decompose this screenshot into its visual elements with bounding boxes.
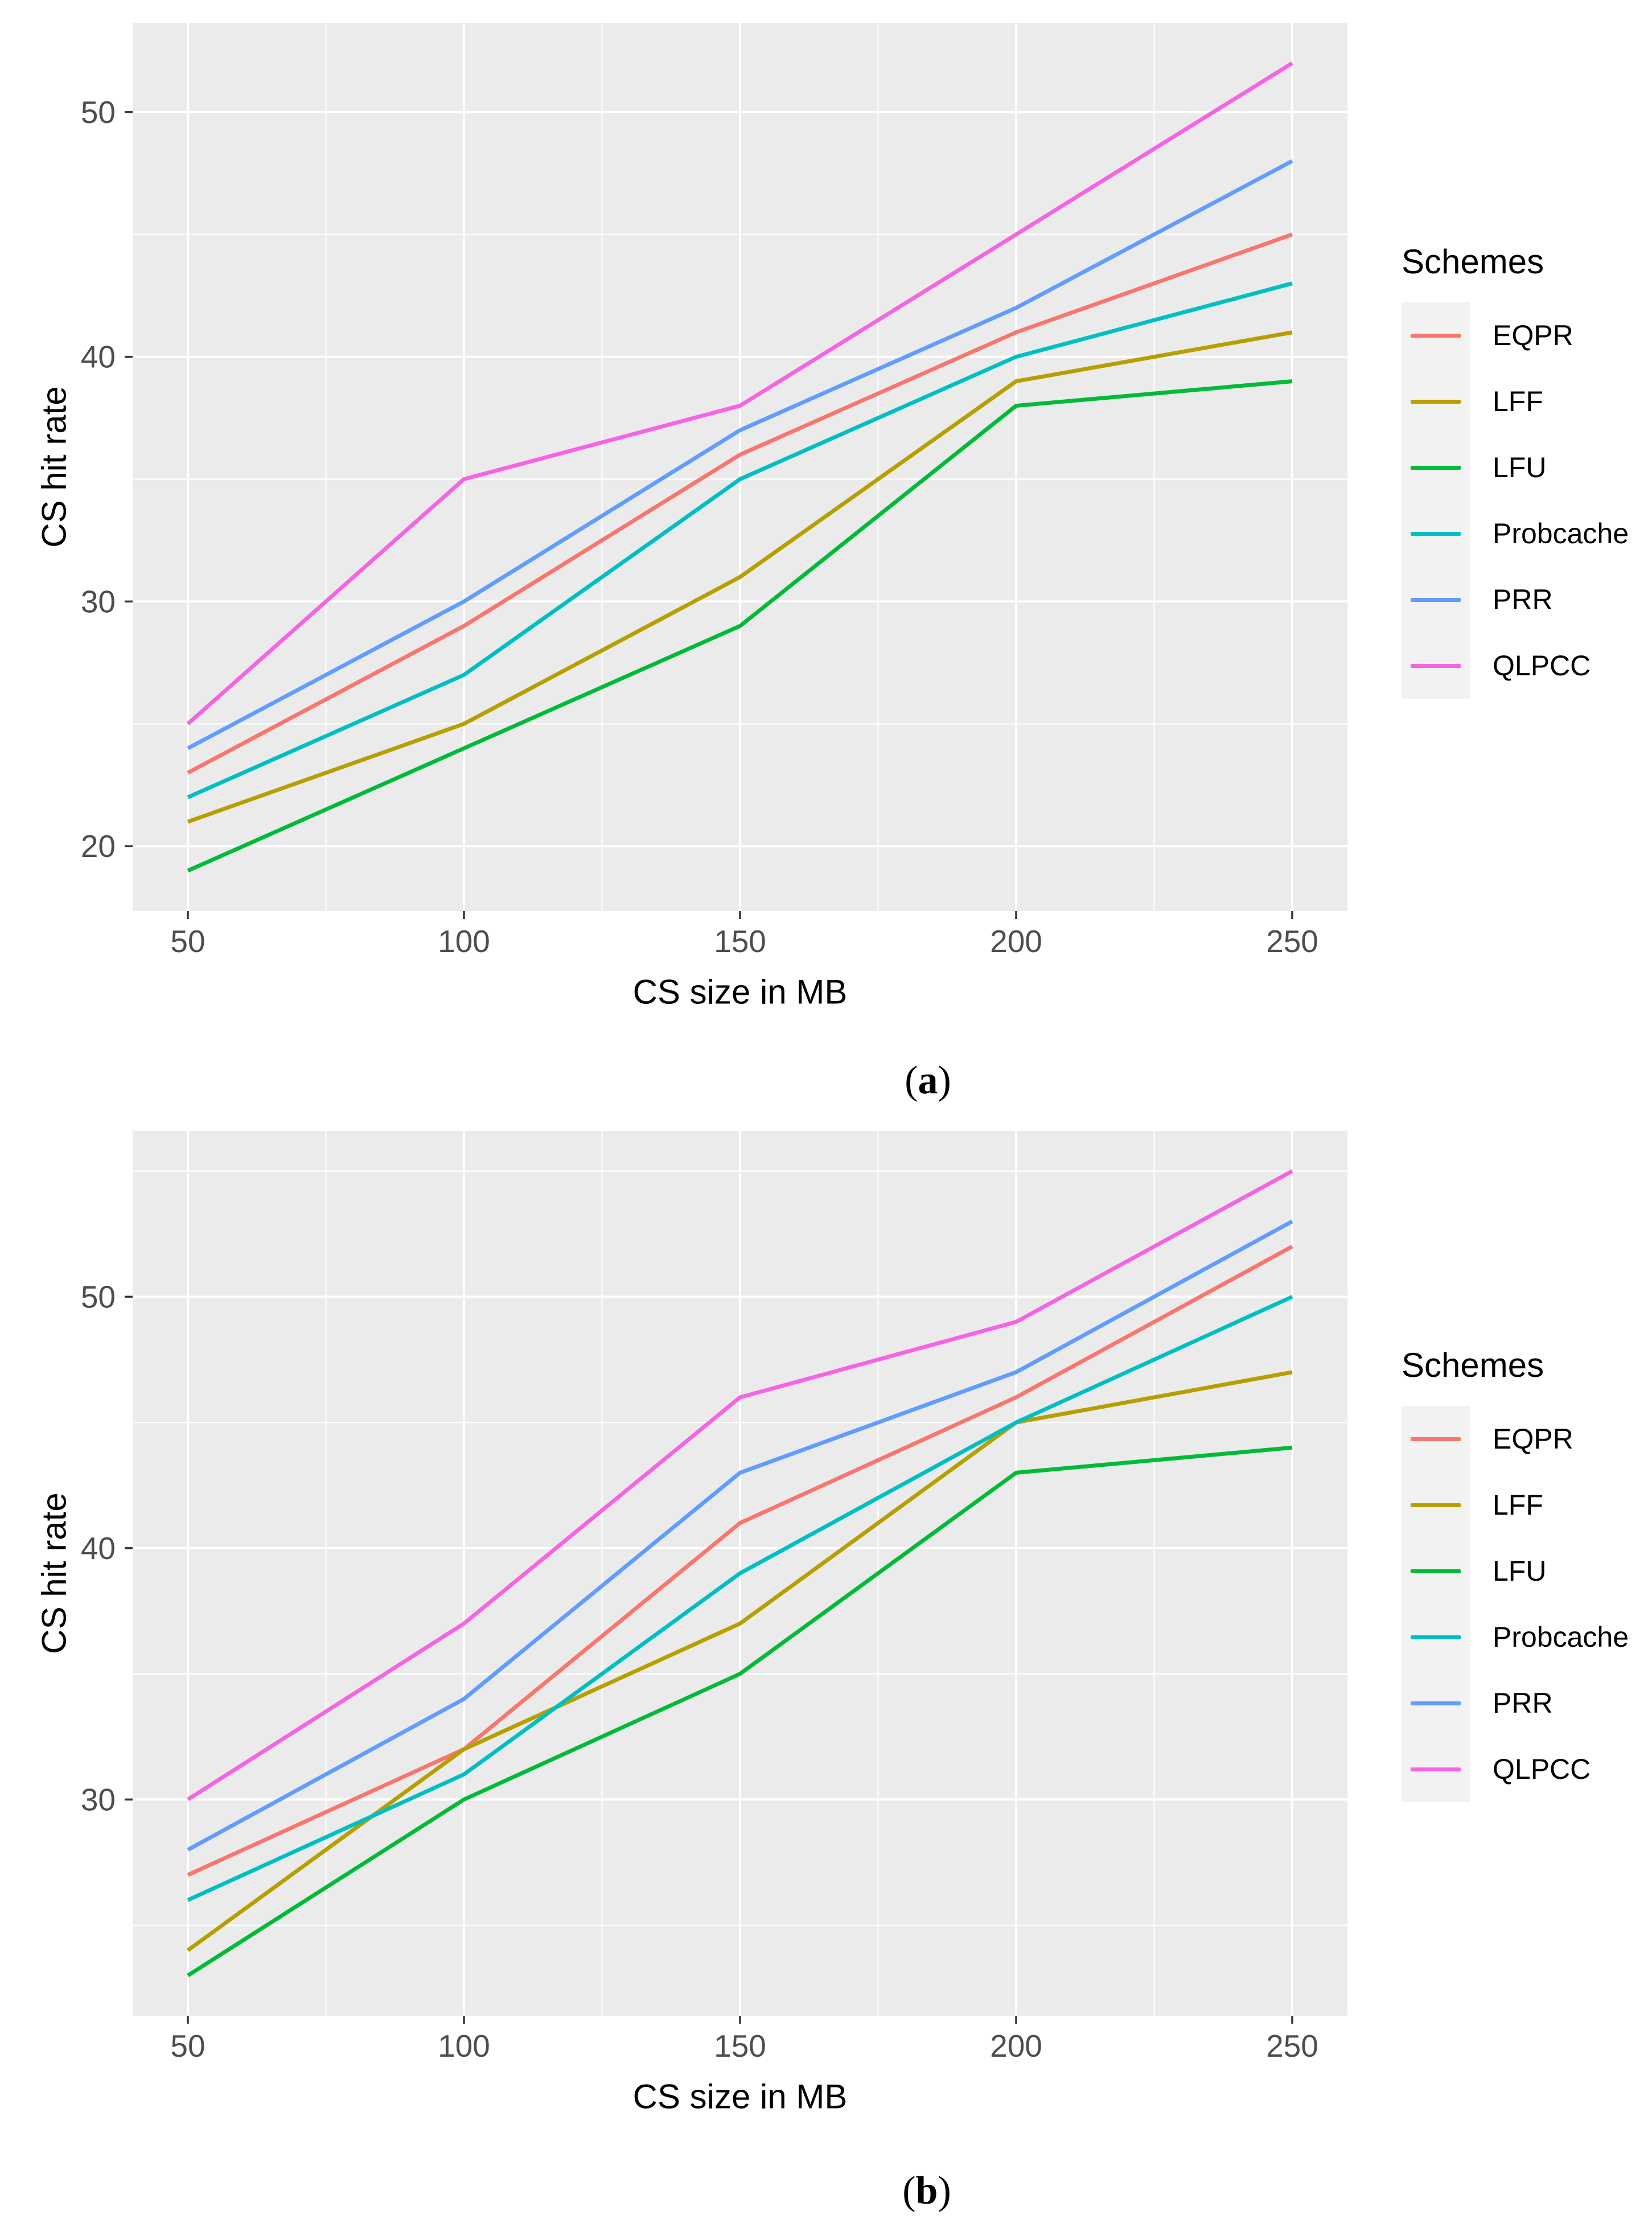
legend-b: Schemes EQPR LFF LFU Probcache PRR QLPCC: [1402, 1346, 1652, 1818]
legend-swatch-LFF: [1411, 1503, 1461, 1507]
legend-label-Probcache: Probcache: [1493, 518, 1629, 549]
caption-a-letter: a: [918, 1059, 938, 1102]
y-tick-label: 20: [81, 828, 116, 864]
caption-b-close: ): [938, 2169, 951, 2213]
series-line-QLPCC: [186, 61, 1293, 725]
legend-label-Probcache: Probcache: [1493, 1621, 1629, 1653]
y-tick-label: 50: [81, 95, 116, 130]
legend-b-title: Schemes: [1402, 1346, 1544, 1384]
chart-b-x-axis-title: CS size in MB: [632, 2077, 848, 2116]
legend-key-strip: [1402, 302, 1470, 699]
series-line-LFF: [187, 330, 1293, 824]
x-tick-label: 50: [170, 924, 205, 959]
series-line-EQPR: [187, 232, 1293, 775]
legend-a-title: Schemes: [1402, 243, 1544, 281]
legend-swatch-LFU: [1411, 1569, 1461, 1573]
legend-label-PRR: PRR: [1493, 1687, 1553, 1719]
series-line-LFU: [187, 379, 1293, 873]
legend-swatch-LFU: [1411, 465, 1461, 470]
x-tick-label: 100: [438, 924, 490, 959]
legend-label-LFU: LFU: [1493, 1555, 1547, 1587]
legend-label-EQPR: EQPR: [1493, 319, 1573, 351]
legend-swatch-Probcache: [1411, 531, 1461, 536]
legend-label-LFF: LFF: [1493, 385, 1543, 417]
x-tick-label: 150: [714, 924, 766, 959]
caption-b-open: (: [902, 2169, 916, 2213]
legend-swatch-QLPCC: [1411, 1767, 1461, 1771]
legend-label-QLPCC: QLPCC: [1493, 650, 1591, 682]
legend-label-LFU: LFU: [1493, 452, 1547, 483]
legend-swatch-EQPR: [1411, 1437, 1461, 1441]
chart-a-y-axis-title: CS hit rate: [35, 386, 73, 548]
caption-b-letter: b: [915, 2169, 938, 2213]
caption-b: (b): [902, 2168, 951, 2214]
series-line-Probcache: [187, 281, 1293, 799]
series-line-PRR: [187, 159, 1293, 750]
legend-label-LFF: LFF: [1493, 1489, 1543, 1521]
y-tick-label: 30: [81, 584, 116, 619]
y-tick-label: 40: [81, 339, 116, 375]
legend-swatch-LFF: [1411, 399, 1461, 404]
x-tick-label: 250: [1266, 924, 1318, 959]
legend-label-EQPR: EQPR: [1493, 1423, 1573, 1455]
x-tick-label: 200: [990, 924, 1042, 959]
legend-swatch-PRR: [1411, 597, 1461, 602]
chart-b-y-axis-title: CS hit rate: [35, 1492, 73, 1654]
legend-label-PRR: PRR: [1493, 584, 1553, 616]
caption-a: (a): [905, 1058, 951, 1104]
legend-swatch-PRR: [1411, 1701, 1461, 1705]
legend-swatch-QLPCC: [1411, 663, 1461, 668]
chart-a-x-axis-title: CS size in MB: [632, 973, 848, 1011]
legend-swatch-Probcache: [1411, 1635, 1461, 1639]
legend-swatch-EQPR: [1411, 333, 1461, 338]
legend-label-QLPCC: QLPCC: [1493, 1753, 1591, 1785]
legend-a: Schemes EQPR LFF LFU Probcache PRR QLPCC: [1402, 242, 1652, 715]
legend-key-strip: [1402, 1406, 1470, 1802]
caption-a-open: (: [905, 1059, 918, 1102]
caption-a-close: ): [938, 1059, 951, 1102]
